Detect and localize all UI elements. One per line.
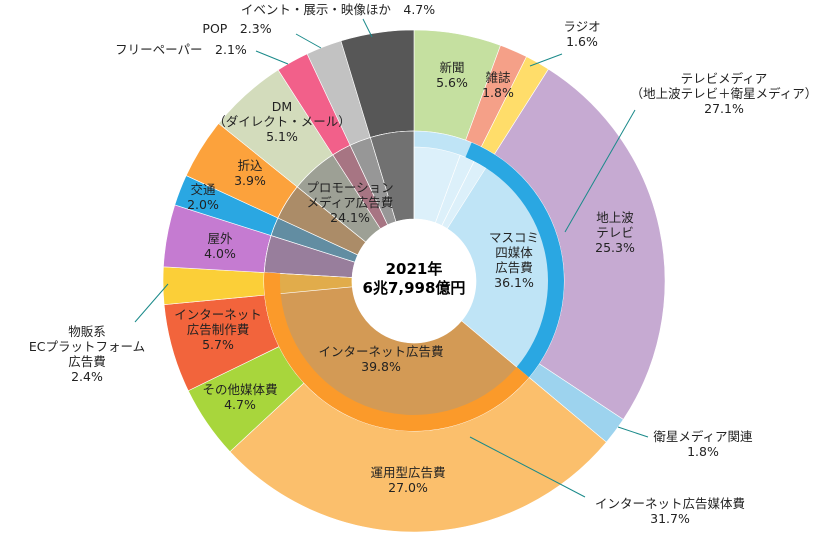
outer-label-15: イベント・展示・映像ほか 4.7% bbox=[241, 2, 435, 17]
leader-netmedia bbox=[469, 436, 586, 498]
group-bands bbox=[264, 142, 564, 431]
outer-label-9: 屋外 4.0% bbox=[204, 231, 236, 261]
leader-4 bbox=[617, 426, 649, 438]
outer-label-4: 衛星メディア関連 1.8% bbox=[653, 429, 753, 459]
outer-label-6: その他媒体費 4.7% bbox=[202, 382, 277, 412]
outer-label-10: 交通 2.0% bbox=[187, 182, 219, 212]
leader-15 bbox=[362, 18, 373, 38]
inner-label-promo: プロモーションメディア広告費 24.1% bbox=[306, 180, 393, 225]
leader-8 bbox=[134, 283, 169, 323]
outer-label-2: ラジオ 1.6% bbox=[563, 19, 600, 49]
leader-tv bbox=[564, 109, 636, 233]
leader-14 bbox=[295, 33, 322, 49]
outer-ring bbox=[162, 29, 666, 533]
center-year-label: 2021年 bbox=[386, 260, 443, 278]
inner-label-internet: インターネット広告費 39.8% bbox=[318, 344, 443, 374]
donut-hole bbox=[352, 219, 476, 343]
band-label-netmedia: インターネット広告媒体費 31.7% bbox=[595, 496, 745, 526]
center-total-label: 6兆7,998億円 bbox=[363, 279, 466, 297]
outer-label-13: フリーペーパー 2.1% bbox=[115, 42, 247, 57]
outer-label-11: 折込 3.9% bbox=[234, 158, 266, 188]
outer-label-14: POP 2.3% bbox=[202, 21, 271, 36]
outer-label-12: DM （ダイレクト・メール） 5.1% bbox=[213, 99, 351, 144]
outer-label-5: 運用型広告費 27.0% bbox=[370, 465, 445, 495]
band-label-tv: テレビメディア（地上波テレビ＋衛星メディア） 27.1% bbox=[631, 71, 814, 116]
slice-labels: マスコミ四媒体広告費 36.1% インターネット広告費 39.8% プロモーションメディ… bbox=[29, 2, 814, 526]
outer-label-7: インターネット広告制作費 5.7% bbox=[174, 307, 262, 352]
outer-label-3: 地上波テレビ 25.3% bbox=[595, 210, 635, 255]
leader-2 bbox=[529, 53, 563, 67]
band-internet bbox=[264, 272, 529, 431]
outer-label-8: 物販系 ECプラットフォーム広告費 2.4% bbox=[29, 324, 145, 384]
outer-label-0: 新聞 5.6% bbox=[436, 60, 468, 90]
leader-13 bbox=[255, 50, 289, 65]
leader-lines bbox=[134, 18, 649, 498]
inner-label-mass4: マスコミ四媒体広告費 36.1% bbox=[489, 230, 539, 290]
band-mass4 bbox=[465, 142, 564, 378]
outer-label-1: 雑誌 1.8% bbox=[482, 70, 514, 100]
